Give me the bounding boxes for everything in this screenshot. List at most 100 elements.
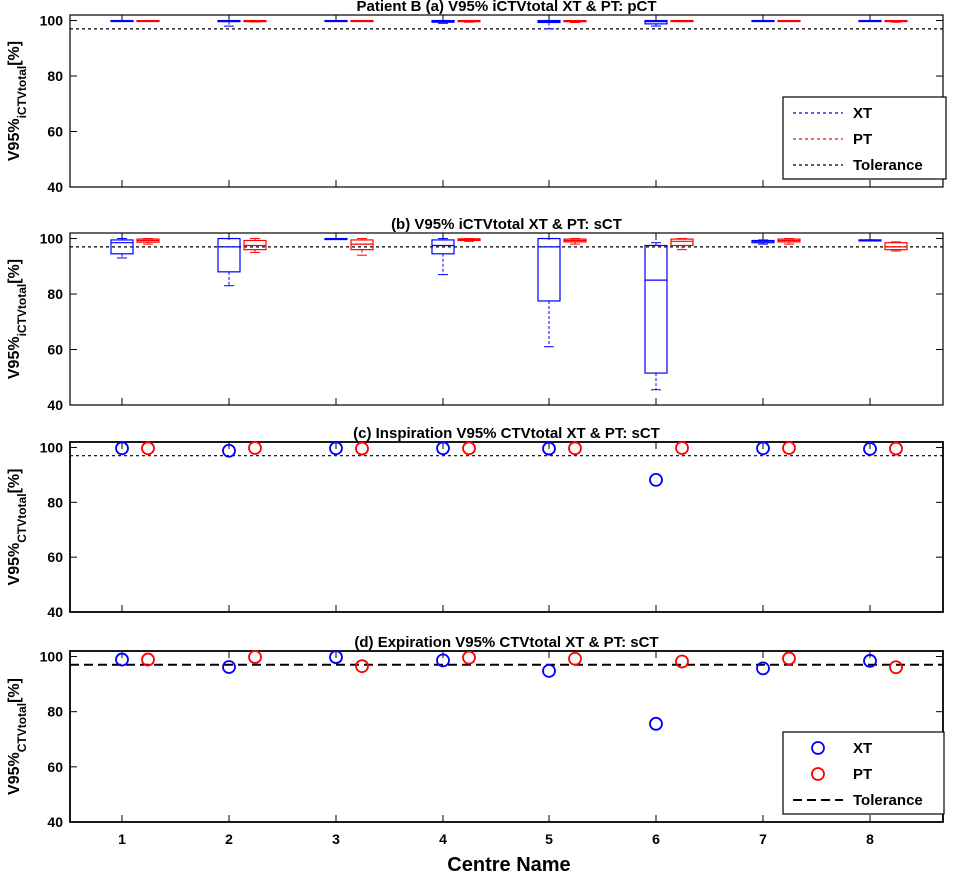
box-pt-2: [243, 19, 267, 23]
plot-frame: [69, 441, 944, 613]
point-xt-6: [649, 716, 663, 731]
legend-label: PT: [853, 766, 872, 783]
box-xt-6: [644, 242, 668, 391]
y-tick-label: 100: [40, 649, 64, 665]
box-pt-6: [670, 238, 694, 251]
box-xt-2: [217, 19, 241, 27]
y-tick-label: 100: [40, 231, 64, 247]
box-pt-4: [457, 238, 481, 242]
box-pt-1: [136, 19, 160, 23]
panel-title: Patient B (a) V95% iCTVtotal XT & PT: pC…: [356, 0, 656, 15]
point-xt-7: [756, 661, 770, 676]
legend-box: [782, 96, 947, 180]
point-xt-4: [436, 441, 450, 456]
y-tick-label: 80: [47, 68, 63, 84]
box-body: [350, 239, 374, 251]
point-pt-2: [248, 650, 262, 664]
point-pt-1: [141, 441, 155, 456]
box-pt-2: [243, 238, 267, 253]
legend-swatch-pt: [811, 767, 825, 781]
box-xt-1: [110, 19, 134, 23]
panel-title: (d) Expiration V95% CTVtotal XT & PT: sC…: [354, 634, 658, 651]
box-xt-4: [431, 238, 455, 276]
point-pt-2: [248, 441, 262, 455]
box-body: [110, 239, 134, 255]
box-xt-4: [431, 19, 455, 24]
point-pt-1: [141, 652, 155, 667]
y-tick-label: 100: [40, 13, 64, 29]
x-axis-label: Centre Name: [447, 854, 570, 876]
point-pt-3: [355, 441, 369, 456]
box-pt-6: [670, 19, 694, 23]
box-body: [537, 237, 561, 302]
point-pt-8: [889, 660, 903, 675]
box-pt-5: [563, 19, 587, 23]
x-tick-label: 5: [545, 831, 553, 847]
y-tick-label: 60: [47, 549, 63, 565]
box-xt-1: [110, 238, 134, 259]
panel-title: (b) V95% iCTVtotal XT & PT: sCT: [391, 216, 622, 233]
x-tick-label: 2: [225, 831, 233, 847]
y-tick-label: 60: [47, 759, 63, 775]
y-axis-label: V95%iCTVtotal[%]: [6, 41, 29, 161]
y-tick-label: 80: [47, 494, 63, 510]
y-axis-label: V95%CTVtotal[%]: [6, 678, 29, 795]
box-body: [884, 242, 908, 251]
box-xt-3: [324, 237, 348, 241]
point-pt-4: [462, 650, 476, 665]
panel-3: (c) Inspiration V95% CTVtotal XT & PT: s…: [6, 425, 944, 620]
y-axis-label: V95%iCTVtotal[%]: [6, 259, 29, 379]
box-xt-5: [537, 19, 561, 30]
plot-frame: [69, 232, 944, 406]
point-xt-2: [222, 443, 236, 458]
panel-1: Patient B (a) V95% iCTVtotal XT & PT: pC…: [6, 0, 947, 195]
box-xt-6: [644, 19, 668, 27]
box-xt-7: [751, 239, 775, 245]
x-tick-label: 6: [652, 831, 660, 847]
point-xt-8: [863, 441, 877, 456]
legend-label: PT: [853, 131, 872, 148]
point-xt-2: [222, 660, 236, 674]
box-xt-8: [858, 19, 882, 23]
legend-swatch-xt: [811, 741, 825, 755]
box-pt-4: [457, 19, 481, 23]
x-tick-label: 4: [439, 831, 447, 847]
x-tick-label: 3: [332, 831, 340, 847]
y-axis-label: V95%CTVtotal[%]: [6, 469, 29, 586]
legend-label: Tolerance: [853, 157, 923, 174]
panel-4: (d) Expiration V95% CTVtotal XT & PT: sC…: [6, 634, 945, 847]
box-pt-8: [884, 241, 908, 252]
box-pt-3: [350, 19, 374, 23]
point-xt-1: [115, 441, 129, 456]
point-xt-7: [756, 441, 770, 456]
box-pt-3: [350, 238, 374, 256]
point-pt-4: [462, 441, 476, 456]
point-xt-8: [863, 654, 877, 668]
legend-label: XT: [853, 105, 872, 122]
point-pt-6: [675, 441, 689, 455]
point-xt-5: [542, 441, 556, 456]
box-xt-2: [217, 237, 241, 287]
legend: XT PT Tolerance: [782, 731, 945, 815]
point-xt-5: [542, 663, 556, 678]
y-tick-label: 80: [47, 704, 63, 720]
point-pt-8: [889, 441, 903, 456]
box-xt-8: [858, 239, 882, 242]
box-pt-1: [136, 238, 160, 245]
box-pt-5: [563, 238, 587, 245]
box-body: [217, 237, 241, 273]
box-pt-7: [777, 238, 801, 245]
legend-label: Tolerance: [853, 792, 923, 809]
y-tick-label: 60: [47, 342, 63, 358]
point-xt-1: [115, 652, 129, 667]
y-tick-label: 100: [40, 439, 64, 455]
panel-2: (b) V95% iCTVtotal XT & PT: sCT 40 60 80 100…: [6, 216, 944, 413]
box-body: [644, 244, 668, 374]
point-xt-6: [649, 472, 663, 487]
point-xt-3: [329, 441, 343, 456]
point-xt-4: [436, 653, 450, 668]
box-body: [670, 238, 694, 247]
box-pt-8: [884, 19, 908, 23]
x-tick-label: 8: [866, 831, 874, 847]
